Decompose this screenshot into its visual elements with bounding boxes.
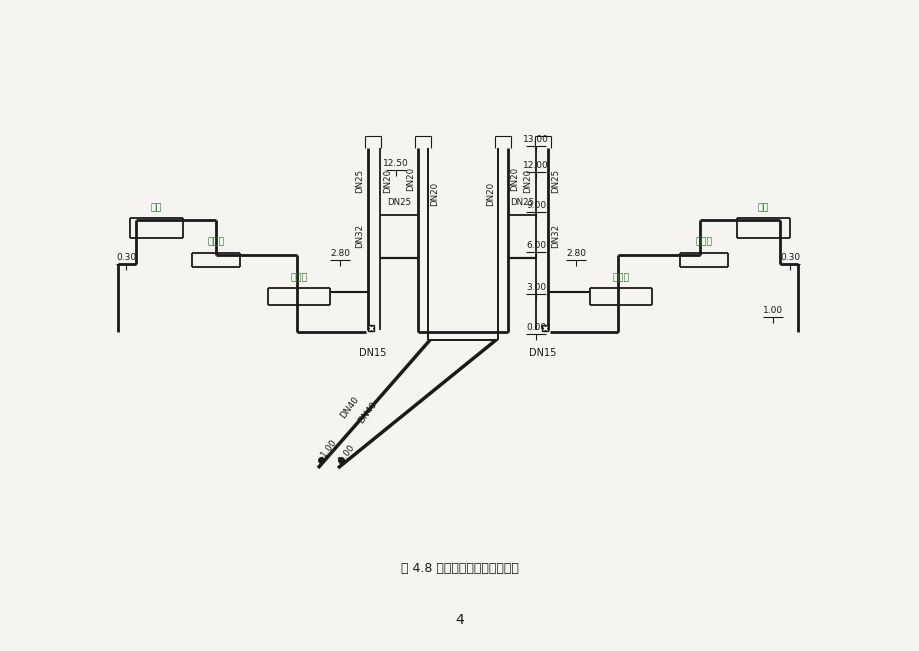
- Text: 13.00: 13.00: [523, 135, 549, 144]
- Text: DN25: DN25: [550, 169, 560, 193]
- Text: 0.00: 0.00: [526, 323, 546, 332]
- Text: DN20: DN20: [430, 182, 439, 206]
- Text: DN20: DN20: [523, 169, 532, 193]
- Text: DN20: DN20: [510, 167, 519, 191]
- Text: 浴盆: 浴盆: [150, 203, 162, 212]
- Text: 0.30: 0.30: [116, 253, 136, 262]
- Text: 图 4.8 中间单元热水系统轴测图: 图 4.8 中间单元热水系统轴测图: [401, 562, 518, 574]
- Text: DN20: DN20: [406, 167, 415, 191]
- Text: -1.00: -1.00: [335, 443, 356, 467]
- Text: 3.00: 3.00: [526, 283, 546, 292]
- Text: 洗涤盆: 洗涤盆: [290, 273, 307, 282]
- Text: 12.00: 12.00: [523, 161, 549, 170]
- Text: DN25: DN25: [387, 198, 411, 207]
- Text: 1.00: 1.00: [762, 306, 782, 315]
- Text: DN15: DN15: [359, 348, 386, 358]
- Text: 6.00: 6.00: [526, 241, 546, 250]
- Text: 2.80: 2.80: [565, 249, 585, 258]
- Text: 12.50: 12.50: [382, 159, 408, 168]
- Text: DN32: DN32: [550, 224, 560, 248]
- Text: 2.80: 2.80: [330, 249, 349, 258]
- Text: DN15: DN15: [528, 348, 556, 358]
- Text: 9.00: 9.00: [526, 201, 546, 210]
- Text: 洗涤盆: 洗涤盆: [612, 273, 629, 282]
- Text: 4: 4: [455, 613, 464, 627]
- Text: DN25: DN25: [355, 169, 364, 193]
- Text: 浴盆: 浴盆: [756, 203, 768, 212]
- Text: 洗脸盆: 洗脸盆: [207, 237, 224, 246]
- Text: DN20: DN20: [486, 182, 495, 206]
- Text: -1.00: -1.00: [317, 438, 338, 462]
- Text: DN25: DN25: [509, 198, 534, 207]
- Text: DN40: DN40: [357, 400, 379, 426]
- Text: DN32: DN32: [355, 224, 364, 248]
- Text: 洗脸盆: 洗脸盆: [695, 237, 712, 246]
- Text: 0.30: 0.30: [779, 253, 800, 262]
- Text: DN40: DN40: [338, 395, 361, 421]
- Text: DN20: DN20: [383, 169, 392, 193]
